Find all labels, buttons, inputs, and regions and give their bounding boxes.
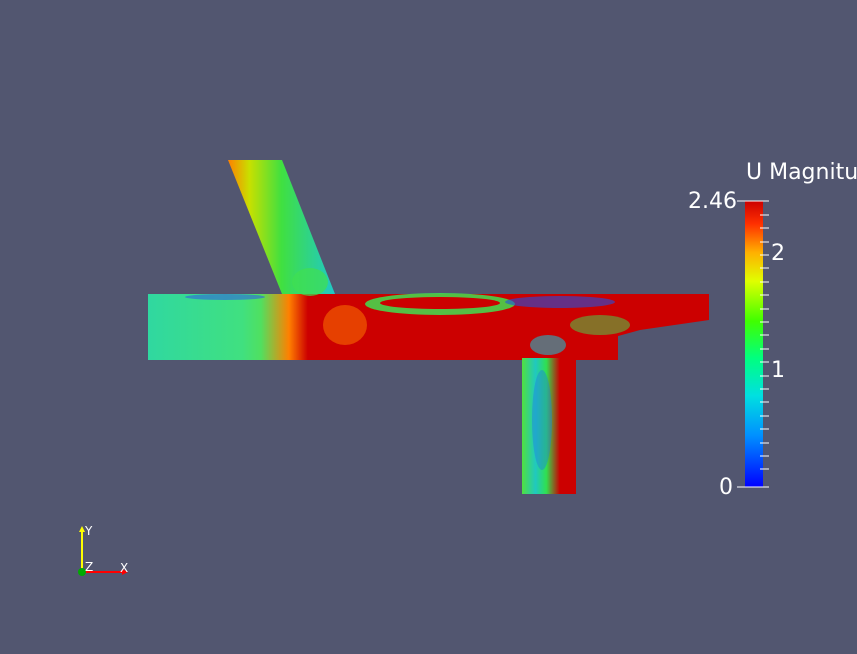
z-axis-label: Z <box>85 560 94 574</box>
scalar-bar-title: U Magnitude <box>746 160 857 185</box>
scalar-bar-max-label: 2.46 <box>688 189 737 214</box>
y-axis-arrow <box>79 526 85 532</box>
orientation-axes-triad <box>78 526 128 576</box>
right-outlet-section <box>560 294 709 360</box>
scalar-bar-ticks <box>737 200 769 488</box>
lower-branch <box>522 358 576 494</box>
flow-detail-overlay <box>185 268 630 470</box>
scalar-bar-label-1: 1 <box>771 358 785 383</box>
scalar-bar-gradient <box>745 201 763 487</box>
x-axis-label: X <box>120 561 129 575</box>
inclined-inlet-branch <box>228 160 335 294</box>
x-axis-arrow <box>122 569 128 575</box>
scalar-bar-label-2: 2 <box>771 241 785 266</box>
y-axis-label: Y <box>85 524 93 538</box>
scalar-bar-min-label: 0 <box>719 475 733 500</box>
z-axis-dot <box>78 568 86 576</box>
